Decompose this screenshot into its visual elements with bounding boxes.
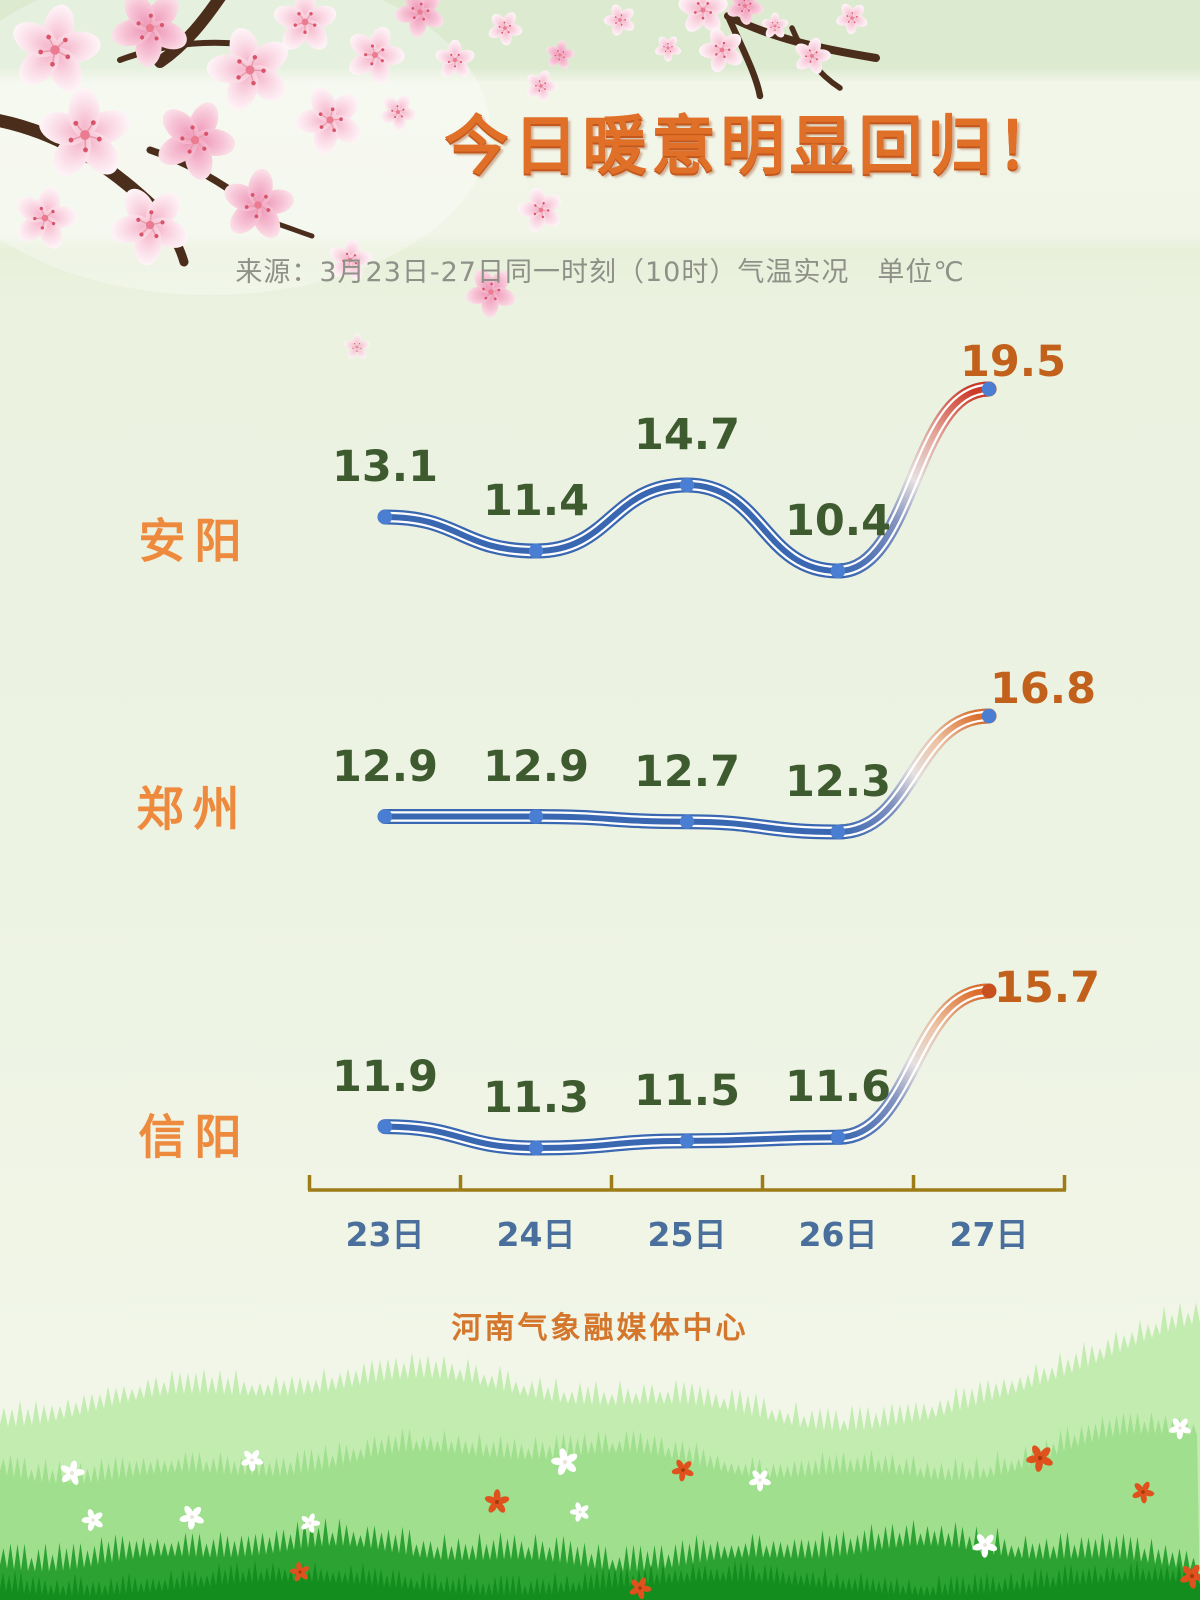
white-flower [551,1448,578,1476]
data-point [377,509,393,525]
white-flower [179,1505,204,1530]
data-point [528,543,544,559]
value-label: 11.6 [784,1062,892,1113]
data-point [528,1140,544,1156]
white-flower [241,1450,264,1472]
value-label: 10.4 [784,496,892,546]
value-label: 12.7 [633,746,741,797]
white-flower [569,1502,589,1522]
data-point [528,809,544,824]
value-label: 13.1 [331,442,439,492]
orange-flower [289,1561,310,1582]
axis-label: 23日 [345,1215,425,1254]
value-label: 14.7 [633,410,741,460]
grass-mid [0,1411,1200,1600]
value-label: 12.3 [784,757,892,807]
city-label-xinyang: 信阳 [138,1110,251,1166]
orange-flower [671,1459,694,1482]
orange-flower [1026,1445,1053,1472]
value-label: 12.9 [331,741,439,792]
axis-label: 26日 [798,1215,878,1254]
orange-flower [629,1577,652,1600]
data-point [679,814,695,829]
value-label: 15.7 [993,963,1101,1013]
data-point [679,1133,695,1149]
data-point [830,563,846,579]
page-title: 今日暖意明显回归！ [444,110,1066,184]
white-flower [1168,1418,1191,1440]
value-label: 11.5 [633,1065,741,1116]
value-label: 16.8 [989,664,1097,714]
x-axis [307,1175,1067,1192]
grass-deep [0,1559,1200,1600]
white-flower [60,1460,85,1485]
white-flower [81,1509,103,1532]
white-flower [301,1513,321,1533]
grass-front [0,1517,1200,1600]
city-label-zhengzhou: 郑州 [136,782,249,838]
axis-label: 25日 [647,1215,727,1254]
white-flower [749,1470,771,1492]
value-label: 11.4 [482,476,590,526]
city-label-anyang: 安阳 [138,514,251,570]
source-note: 来源：3月23日-27日同一时刻（10时）气温实况 单位℃ [235,257,965,288]
orange-flower [1132,1481,1155,1504]
footer-credit: 河南气象融媒体中心 [451,1311,749,1346]
white-flower [972,1534,998,1558]
value-label: 11.9 [331,1051,439,1102]
axis-label: 27日 [949,1215,1029,1254]
value-label: 12.9 [482,741,590,792]
data-point [830,1130,846,1145]
orange-flower [484,1489,510,1513]
data-point [377,1119,393,1134]
axis-label: 24日 [496,1215,576,1254]
orange-flower [1180,1564,1200,1589]
value-label: 19.5 [959,337,1067,387]
value-label: 11.3 [482,1073,590,1123]
data-point [679,477,695,493]
data-point [377,809,393,824]
data-point [830,824,846,840]
